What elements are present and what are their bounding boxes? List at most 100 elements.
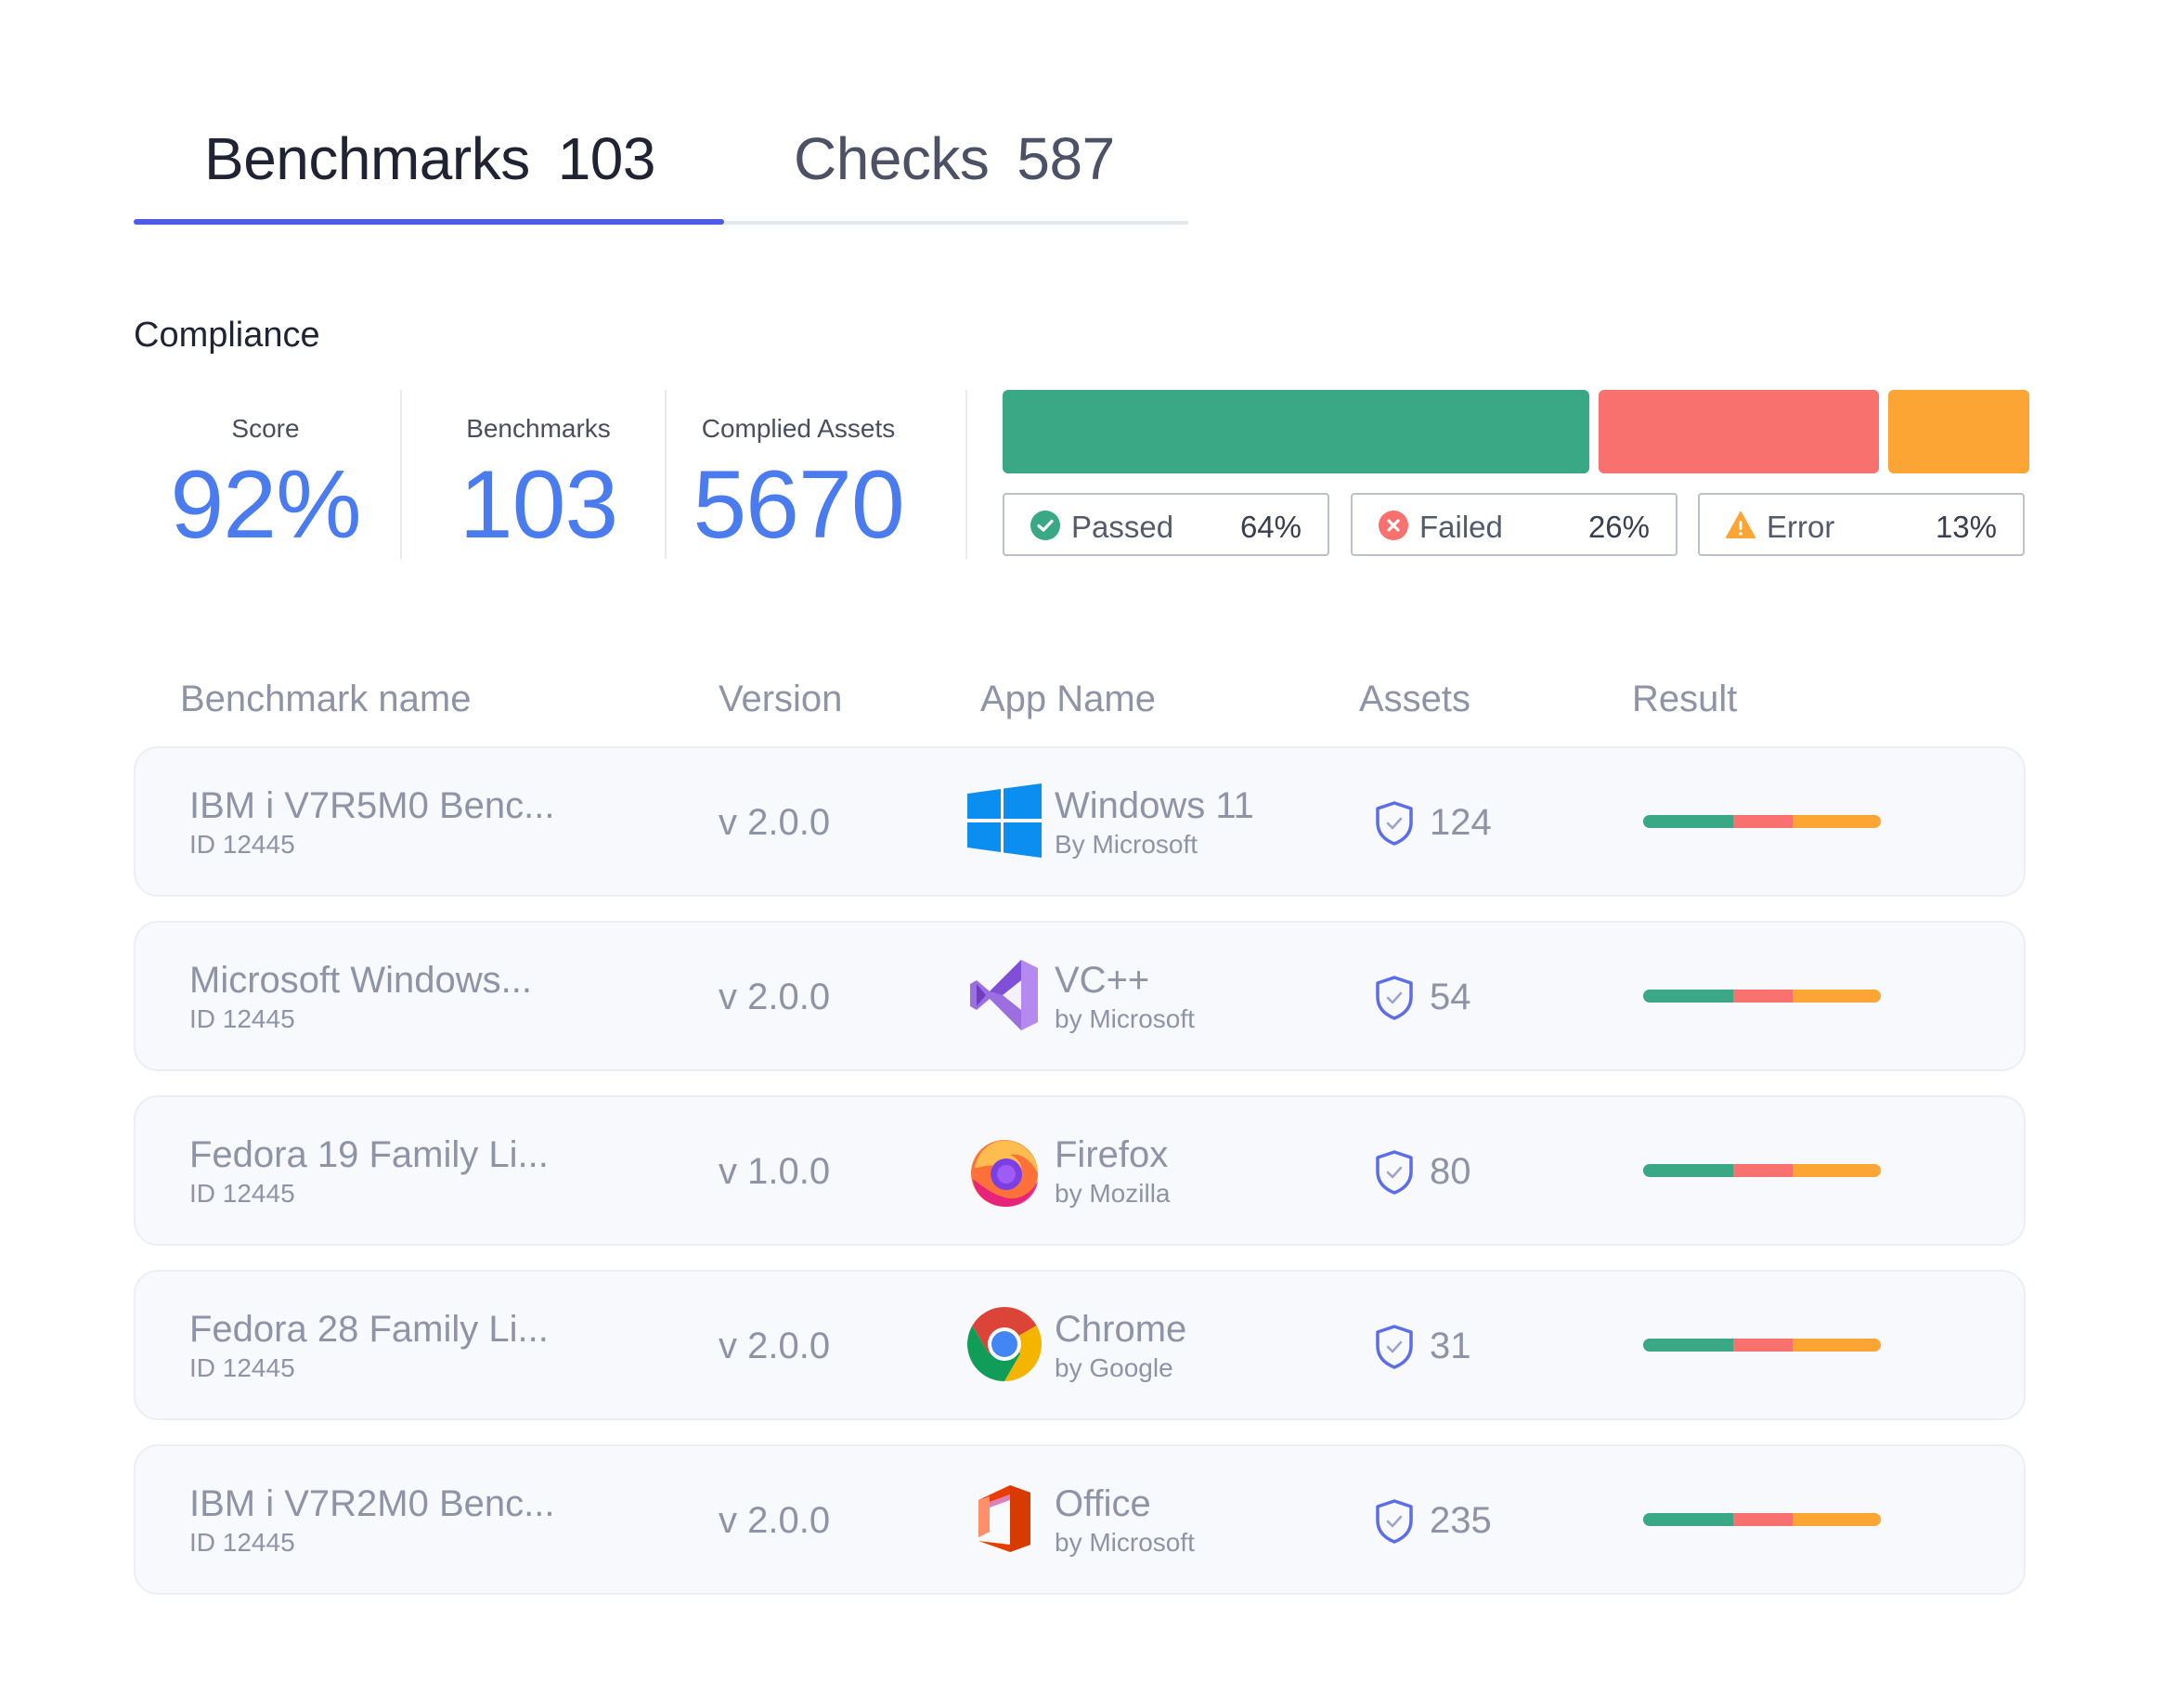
- result-passed-segment: [1643, 815, 1734, 828]
- x-circle-icon: [1379, 511, 1408, 540]
- result-failed-segment: [1733, 990, 1794, 1003]
- check-circle-icon: [1030, 511, 1060, 540]
- app-name: Chrome: [1055, 1309, 1187, 1350]
- asset-count: 31: [1430, 1326, 1471, 1366]
- visual-studio-logo-icon: [970, 960, 1038, 1030]
- benchmark-id: ID 12445: [189, 1528, 295, 1557]
- benchmark-version: v 1.0.0: [719, 1151, 831, 1192]
- shield-check-icon: [1376, 976, 1413, 1020]
- stat-complied-assets-value: 5670: [693, 451, 904, 559]
- benchmark-version: v 2.0.0: [719, 802, 831, 843]
- benchmark-id: ID 12445: [189, 1004, 295, 1033]
- table-row[interactable]: IBM i V7R5M0 Benc... ID 12445 v 2.0.0 Wi…: [134, 746, 2026, 897]
- compliance-bar-error: [1888, 390, 2029, 473]
- asset-count: 80: [1430, 1151, 1471, 1192]
- legend-passed[interactable]: Passed 64%: [1003, 493, 1329, 556]
- app-vendor: by Google: [1055, 1353, 1173, 1382]
- benchmark-name: Fedora 28 Family Li...: [189, 1309, 549, 1350]
- result-bar: [1643, 1339, 1881, 1352]
- stat-divider: [400, 390, 402, 559]
- app-vendor: by Microsoft: [1055, 1004, 1195, 1033]
- result-passed-segment: [1643, 1164, 1734, 1177]
- stat-complied-assets-label: Complied Assets: [701, 414, 896, 443]
- office-logo-icon: [978, 1485, 1030, 1552]
- asset-count: 124: [1430, 802, 1492, 843]
- stat-divider: [665, 390, 667, 559]
- app-name: Windows 11: [1055, 785, 1254, 826]
- benchmark-version: v 2.0.0: [719, 1500, 831, 1541]
- tab-checks-label: Checks: [794, 125, 990, 192]
- app-vendor: by Microsoft: [1055, 1528, 1195, 1557]
- active-tab-indicator: [134, 219, 724, 225]
- legend-passed-pct: 64%: [1239, 510, 1302, 544]
- app-name: Firefox: [1055, 1134, 1169, 1175]
- stat-score-label: Score: [231, 414, 300, 443]
- column-header-result[interactable]: Result: [1632, 679, 1738, 719]
- tab-benchmarks-count: 103: [557, 125, 656, 192]
- result-error-segment: [1793, 990, 1881, 1003]
- result-bar: [1643, 815, 1881, 828]
- column-header-app[interactable]: App Name: [980, 679, 1156, 719]
- stat-score-value: 92%: [170, 451, 361, 559]
- column-header-version[interactable]: Version: [719, 679, 843, 719]
- stat-benchmarks-label: Benchmarks: [466, 414, 611, 443]
- shield-check-icon: [1376, 1325, 1413, 1369]
- table-row[interactable]: IBM i V7R2M0 Benc... ID 12445 v 2.0.0 Of…: [134, 1444, 2026, 1595]
- compliance-bar-failed: [1599, 390, 1879, 473]
- legend-error-label: Error: [1767, 510, 1835, 544]
- result-error-segment: [1793, 815, 1881, 828]
- app-vendor: by Mozilla: [1055, 1179, 1171, 1208]
- result-error-segment: [1793, 1513, 1881, 1526]
- legend-failed-pct: 26%: [1587, 510, 1650, 544]
- shield-check-icon: [1376, 801, 1413, 846]
- table-row[interactable]: Fedora 28 Family Li... ID 12445 v 2.0.0 …: [134, 1270, 2026, 1420]
- result-passed-segment: [1643, 990, 1734, 1003]
- table-row[interactable]: Microsoft Windows... ID 12445 v 2.0.0 VC…: [134, 921, 2026, 1071]
- result-error-segment: [1793, 1164, 1881, 1177]
- table-row[interactable]: Fedora 19 Family Li... ID 12445 v 1.0.0 …: [134, 1095, 2026, 1246]
- legend-failed-label: Failed: [1419, 510, 1503, 544]
- legend-failed[interactable]: Failed 26%: [1351, 493, 1677, 556]
- benchmark-name: Microsoft Windows...: [189, 960, 532, 1001]
- tab-bar: Benchmarks 103 Checks 587: [134, 111, 1188, 225]
- stat-score: Score 92%: [149, 390, 382, 559]
- stat-divider: [965, 390, 967, 559]
- benchmark-version: v 2.0.0: [719, 1326, 831, 1366]
- firefox-logo-icon: [971, 1140, 1038, 1207]
- result-error-segment: [1793, 1339, 1881, 1352]
- result-bar: [1643, 990, 1881, 1003]
- asset-count: 54: [1430, 977, 1471, 1017]
- compliance-bar-passed: [1003, 390, 1589, 473]
- shield-check-icon: [1376, 1499, 1413, 1544]
- tab-benchmarks[interactable]: Benchmarks 103: [204, 124, 655, 193]
- legend-error[interactable]: Error 13%: [1698, 493, 2025, 556]
- result-failed-segment: [1733, 1513, 1794, 1526]
- shield-check-icon: [1376, 1150, 1413, 1195]
- result-failed-segment: [1733, 815, 1794, 828]
- tab-checks-count: 587: [1017, 125, 1115, 192]
- benchmark-id: ID 12445: [189, 830, 295, 859]
- benchmark-id: ID 12445: [189, 1179, 295, 1208]
- result-passed-segment: [1643, 1339, 1734, 1352]
- result-failed-segment: [1733, 1339, 1794, 1352]
- tab-checks[interactable]: Checks 587: [794, 124, 1115, 193]
- result-passed-segment: [1643, 1513, 1734, 1526]
- app-vendor: By Microsoft: [1055, 830, 1198, 859]
- result-failed-segment: [1733, 1164, 1794, 1177]
- result-bar: [1643, 1513, 1881, 1526]
- legend-passed-label: Passed: [1071, 510, 1174, 544]
- column-header-name[interactable]: Benchmark name: [180, 679, 472, 719]
- column-header-assets[interactable]: Assets: [1359, 679, 1471, 719]
- chrome-logo-icon: [967, 1307, 1042, 1381]
- compliance-title: Compliance: [134, 316, 320, 355]
- legend-error-pct: 13%: [1935, 510, 1997, 544]
- tab-benchmarks-label: Benchmarks: [204, 125, 530, 192]
- result-bar: [1643, 1164, 1881, 1177]
- app-name: VC++: [1055, 960, 1150, 1001]
- benchmark-name: IBM i V7R5M0 Benc...: [189, 785, 555, 826]
- benchmark-name: Fedora 19 Family Li...: [189, 1134, 549, 1175]
- stat-benchmarks-value: 103: [459, 451, 619, 559]
- stat-complied-assets: Complied Assets 5670: [678, 390, 919, 559]
- app-name: Office: [1055, 1483, 1151, 1524]
- benchmark-id: ID 12445: [189, 1353, 295, 1382]
